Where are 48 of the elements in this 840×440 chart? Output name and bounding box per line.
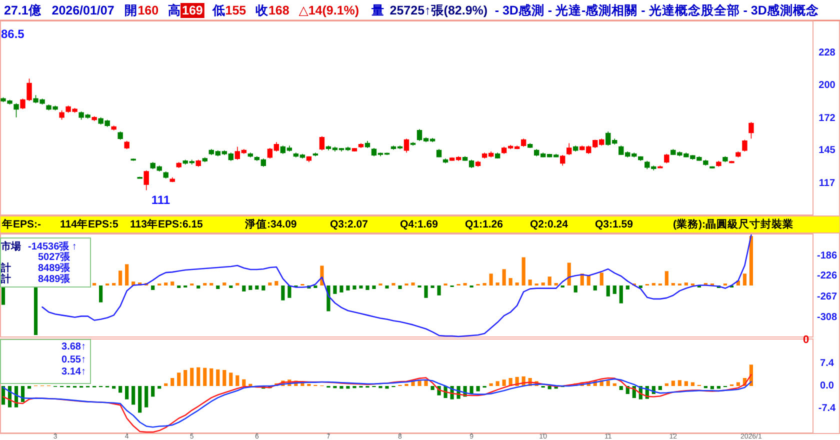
y-tick-label: 172 bbox=[818, 113, 836, 124]
annotation: 0 bbox=[802, 334, 810, 346]
y-tick-label: -7.4 bbox=[818, 403, 836, 414]
text: (業務):晶圓級尺寸封裝業 bbox=[673, 218, 794, 230]
y-tick-label: -226 bbox=[816, 270, 838, 282]
text: 淨值:34.09 bbox=[244, 218, 297, 230]
text: - 3D感測 - 光達-感測相關 - 光達概念股全部 - 3D感測概念 bbox=[494, 2, 819, 18]
text: △14(9.1%) bbox=[298, 4, 360, 18]
y-tick-label: 145 bbox=[818, 144, 836, 156]
text: 低 bbox=[211, 4, 226, 18]
text: 開 bbox=[124, 4, 138, 18]
y-tick-label: 200 bbox=[818, 80, 836, 92]
annotation: 86.5 bbox=[1, 27, 25, 41]
text: 160 bbox=[138, 4, 159, 18]
text: 高 bbox=[168, 2, 181, 18]
text: Q2:0.24 bbox=[530, 218, 568, 230]
annotation: -14536張 ↑ bbox=[28, 240, 77, 252]
text: 113年EPS:6.15 bbox=[130, 218, 204, 230]
text: Q4:1.69 bbox=[400, 218, 438, 230]
annotation: 3.68↑ bbox=[62, 342, 86, 352]
y-tick-label: 0.0 bbox=[820, 380, 834, 392]
text: 年EPS:- bbox=[1, 218, 42, 230]
annotation: 111 bbox=[151, 192, 170, 207]
text: Q3:1.59 bbox=[595, 218, 634, 230]
text: 量 bbox=[370, 4, 385, 18]
y-tick-label: 228 bbox=[818, 47, 836, 58]
annotation: 0.55↑ bbox=[62, 354, 86, 366]
y-tick-label: 7.4 bbox=[820, 358, 834, 369]
text: 155 bbox=[225, 4, 246, 18]
text: 收 bbox=[255, 4, 270, 18]
text: Q1:1.26 bbox=[465, 218, 504, 230]
annotation: 3.14↑ bbox=[62, 366, 86, 378]
y-tick-label: -308 bbox=[816, 312, 838, 324]
annotation: 5027張 bbox=[38, 251, 72, 263]
y-tick-label: 117 bbox=[818, 178, 836, 189]
annotation: 市場 bbox=[0, 240, 21, 252]
text: 168 bbox=[268, 4, 290, 18]
annotation: 計 bbox=[0, 273, 11, 285]
annotation: 8489張 bbox=[38, 273, 72, 285]
annotation: 8489張 bbox=[38, 262, 72, 274]
y-tick-label: -186 bbox=[816, 250, 838, 262]
text: Q3:2.07 bbox=[330, 218, 368, 230]
text: 114年EPS:5 bbox=[60, 218, 118, 230]
annotation: 計 bbox=[0, 262, 11, 274]
text: 2026/01/07 bbox=[52, 4, 114, 18]
y-tick-label: -267 bbox=[816, 291, 838, 302]
text: 25725↑張(82.9%) bbox=[390, 4, 488, 18]
text: 27.1億 bbox=[4, 2, 42, 18]
